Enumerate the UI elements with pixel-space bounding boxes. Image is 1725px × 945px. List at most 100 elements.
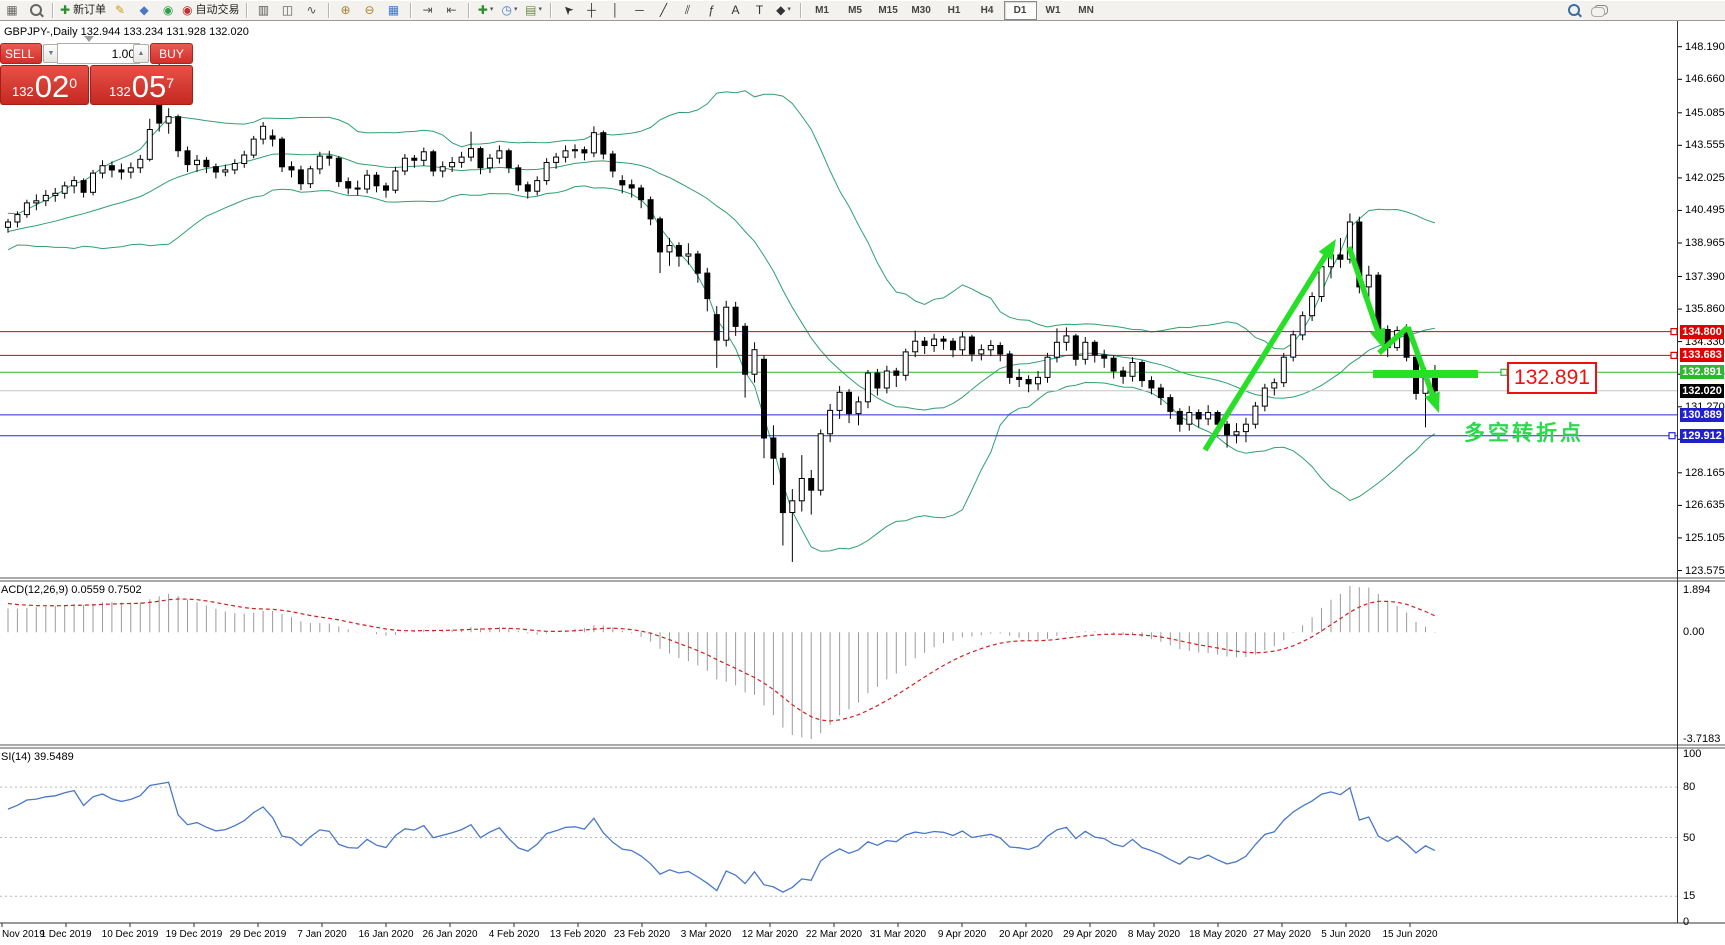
- candle-body: [505, 150, 512, 169]
- signals-icon[interactable]: ◉: [162, 3, 174, 17]
- candle-body: [420, 151, 427, 161]
- auto-scroll-icon[interactable]: ⇥: [422, 3, 433, 17]
- macd-max-label: 1.894: [1683, 584, 1711, 596]
- candle-body: [1205, 412, 1212, 420]
- candle-body: [1176, 410, 1183, 425]
- templates-icon[interactable]: ▤ ▾: [525, 3, 542, 17]
- line-chart-icon[interactable]: ∿: [306, 3, 317, 17]
- trendline-icon[interactable]: ╱: [659, 3, 668, 17]
- timeframe-mn[interactable]: MN: [1078, 4, 1094, 16]
- date-tick-label: 19 Dec 2019: [165, 929, 223, 940]
- new-chart-icon[interactable]: ▦: [6, 3, 18, 17]
- metaeditor-icon[interactable]: ✎: [115, 3, 126, 17]
- rsi-axis-label-80: 80: [1683, 781, 1696, 793]
- sell-price-box[interactable]: 132 02 0: [0, 65, 89, 105]
- candle-body: [534, 180, 541, 192]
- date-tick-label: 16 Jan 2020: [358, 929, 414, 940]
- candle-body: [959, 336, 966, 351]
- timeframe-d1[interactable]: D1: [1003, 0, 1037, 20]
- candle-body: [1309, 296, 1316, 317]
- candle-body: [1214, 412, 1221, 425]
- date-tick-label: 22 Mar 2020: [805, 929, 863, 940]
- buy-price-box[interactable]: 132 05 7: [90, 65, 193, 105]
- zoom-out-icon[interactable]: ⊖: [364, 3, 375, 17]
- timeframe-m5[interactable]: M5: [848, 4, 862, 16]
- candle-body: [638, 187, 645, 201]
- candle-body: [1120, 370, 1127, 377]
- candle-body: [836, 391, 843, 411]
- zoom-in-icon[interactable]: ⊕: [340, 3, 351, 17]
- toolbar: ▦ ✚ 新订单 ✎ ◆ ◉ ◉ 自动交易 ▥ ◫ ∿ ⊕ ⊖ ▦ ⇥ ⇤ ✚ ▾ ◷ ▾ ▤ ▾ ➤ ┼ │ ─ ╱ ⫽ ƒ A T ◆ ▾ M1…: [0, 0, 1725, 21]
- candle-body: [1129, 362, 1136, 377]
- date-tick-label: 15 Jun 2020: [1382, 929, 1438, 940]
- timeframe-h4[interactable]: H4: [980, 4, 994, 16]
- terminal-icon[interactable]: ◆: [139, 3, 149, 17]
- candle-body: [33, 200, 40, 204]
- candle-body: [864, 372, 871, 403]
- timeframe-w1[interactable]: W1: [1045, 4, 1061, 16]
- tile-windows-icon[interactable]: ▦: [387, 3, 400, 17]
- indicators-icon[interactable]: ✚ ▾: [477, 3, 494, 17]
- candle-body: [1186, 412, 1193, 425]
- candle-body: [1299, 315, 1306, 336]
- candle-body: [212, 166, 219, 173]
- label-icon[interactable]: T: [755, 3, 764, 17]
- candle-body: [827, 409, 834, 435]
- timeframe-m15[interactable]: M15: [878, 4, 898, 16]
- candle-body: [1044, 356, 1051, 378]
- hline-icon[interactable]: ─: [635, 3, 644, 17]
- buy-price-small: 132: [109, 84, 131, 99]
- candle-body: [137, 158, 144, 169]
- vline-icon[interactable]: │: [611, 3, 620, 17]
- search-icon[interactable]: [1568, 4, 1580, 16]
- price-tick-label: 145.085: [1685, 107, 1725, 119]
- candle-body: [222, 169, 229, 173]
- sell-button[interactable]: SELL: [0, 43, 42, 64]
- candle-body: [108, 165, 115, 171]
- chart-shift-icon[interactable]: ⇤: [446, 3, 457, 17]
- candle-body: [789, 500, 796, 513]
- candle-body: [279, 138, 285, 168]
- volume-up-stepper[interactable]: ▲: [133, 44, 149, 63]
- price-tick-label: 126.635: [1685, 499, 1725, 511]
- candle-body: [940, 338, 947, 342]
- candle-body: [241, 154, 248, 164]
- autotrading-icon[interactable]: ◉ 自动交易: [182, 3, 240, 17]
- text-icon[interactable]: A: [731, 3, 740, 17]
- buy-button[interactable]: BUY: [150, 43, 193, 64]
- rsi-axis-label-50: 50: [1683, 832, 1696, 844]
- collapse-panel-icon[interactable]: [84, 36, 94, 42]
- timeframe-h1[interactable]: H1: [947, 4, 961, 16]
- price-tick-label: 134.330: [1685, 336, 1725, 348]
- date-tick-label: 7 Jan 2020: [297, 929, 347, 940]
- date-tick-label: 10 Dec 2019: [101, 929, 159, 940]
- shapes-icon[interactable]: ◆ ▾: [776, 3, 791, 17]
- trend-arrow-down-1: [1346, 246, 1383, 339]
- price-badge-132.891: 132.891: [1680, 365, 1724, 379]
- candle-body: [742, 325, 749, 375]
- price-badge-129.912: 129.912: [1680, 429, 1724, 443]
- candle-body: [1365, 274, 1372, 288]
- buy-price-big: 05: [131, 69, 167, 104]
- new-order-icon[interactable]: ✚ 新订单: [60, 3, 107, 17]
- print-preview-icon[interactable]: [24, 1, 48, 19]
- chat-icon[interactable]: [1591, 5, 1608, 17]
- timeframe-m30[interactable]: M30: [911, 4, 931, 16]
- periods-icon[interactable]: ◷ ▾: [501, 3, 518, 17]
- candle-body: [269, 135, 276, 140]
- level-callout-box[interactable]: 132.891: [1507, 362, 1597, 394]
- candlestick-chart-icon[interactable]: ◫: [281, 3, 294, 17]
- candle-body: [543, 162, 550, 182]
- bar-chart-icon[interactable]: ▥: [257, 3, 270, 17]
- timeframe-m1[interactable]: M1: [815, 4, 829, 16]
- crosshair-icon[interactable]: ┼: [587, 3, 596, 17]
- annotation-note-text[interactable]: 多空转折点: [1464, 422, 1584, 445]
- candle-body: [297, 169, 304, 185]
- volume-input[interactable]: [57, 43, 140, 64]
- date-tick-label: 12 Mar 2020: [741, 929, 799, 940]
- date-tick-label: 26 Jan 2020: [422, 929, 478, 940]
- fibonacci-icon[interactable]: ƒ: [708, 3, 715, 17]
- channel-icon[interactable]: ⫽: [684, 3, 691, 17]
